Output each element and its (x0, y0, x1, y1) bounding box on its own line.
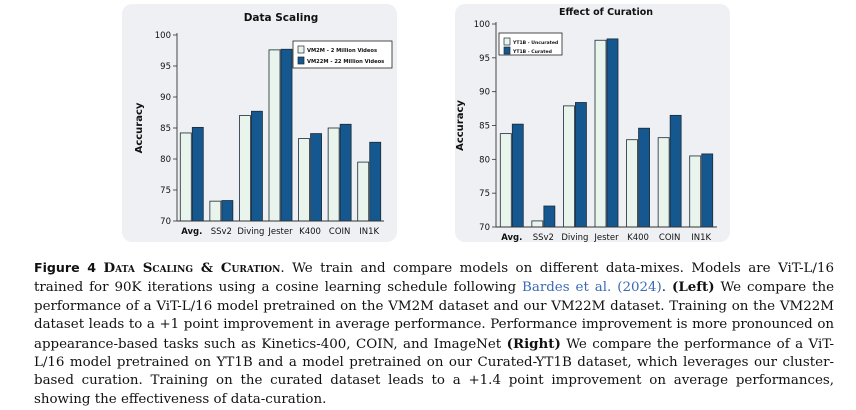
y-tick-label: 80 (479, 155, 490, 165)
bar-series-2 (280, 48, 293, 222)
chart-panel-effect-of-curation: Effect of Curation Accuracy 70 75 80 85 90 95 10… (455, 4, 730, 243)
legend-label: VM2M - 2 Million Videos (307, 48, 377, 54)
y-tick-label: 100 (474, 20, 490, 30)
bar-series-1 (298, 138, 310, 222)
y-tick-label: 80 (160, 155, 171, 165)
bar-series-2 (369, 141, 382, 222)
bar-series-1 (626, 139, 638, 228)
bar-series-2 (251, 110, 263, 222)
bar-series-1 (239, 115, 251, 222)
bar-series-2 (575, 102, 587, 228)
y-tick-label: 85 (160, 124, 171, 134)
figure-title: Data Scaling & Curation (103, 260, 281, 276)
x-tick-label: IN1K (691, 233, 711, 243)
y-tick-label: 70 (160, 217, 171, 227)
x-tick-label: COIN (659, 233, 681, 243)
y-tick-label: 90 (479, 88, 490, 98)
caption-text: We compare the performance of a ViT-L/16… (34, 280, 835, 352)
legend-swatch (503, 46, 511, 55)
chart-effect-of-curation: Effect of Curation Accuracy 70 75 80 85 90 95 10… (455, 7, 717, 243)
bar-series-2 (543, 205, 556, 228)
left-label: (Left) (671, 279, 715, 296)
bar-series-1 (327, 127, 340, 222)
bar-series-2 (221, 200, 234, 222)
bar-series-1 (179, 132, 192, 222)
y-axis-label: Accuracy (455, 100, 466, 151)
bar-series-1 (657, 137, 670, 228)
bar-series-1 (594, 39, 607, 228)
x-tick-label: Jester (267, 227, 293, 237)
chart-title: Effect of Curation (559, 7, 653, 18)
legend-swatch (503, 37, 511, 46)
y-tick-label: 75 (479, 189, 490, 199)
right-label: (Right) (506, 335, 561, 352)
bar-series-2 (701, 153, 714, 228)
chart-data-scaling: Data Scaling Accuracy 70 75 80 85 90 95 100 Avg. S… (134, 12, 393, 237)
y-tick-label: 100 (155, 31, 171, 41)
legend-swatch (297, 56, 305, 65)
chart-panel-data-scaling: Data Scaling Accuracy 70 75 80 85 90 95 100 Avg. S… (122, 4, 397, 242)
x-tick-label: IN1K (359, 227, 379, 237)
legend-label: YT1B - Uncurated (512, 40, 558, 46)
caption-text: . We train and compare models on differe… (34, 261, 834, 296)
bar-series-1 (268, 49, 281, 222)
x-tick-label: Jester (593, 233, 619, 243)
y-axis-label: Accuracy (134, 102, 145, 153)
x-tick-label: COIN (329, 227, 351, 237)
bar-series-1 (357, 161, 370, 222)
legend-label: VM22M - 22 Million Videos (307, 59, 384, 65)
y-tick-label: 70 (479, 223, 490, 233)
x-tick-label: SSv2 (533, 233, 554, 243)
figure-caption: Figure 4 Data Scaling & Curation. We tra… (34, 259, 834, 409)
bar-series-1 (209, 200, 222, 222)
caption-text: We compare the performance of a ViT-L/16… (34, 336, 834, 407)
citation-link[interactable]: Bardes et al. (2024) (522, 280, 662, 296)
bar-series-2 (638, 127, 650, 228)
x-tick-label: Diving (561, 233, 588, 243)
legend-label: YT1B - Curated (512, 49, 552, 55)
chart-title: Data Scaling (244, 12, 319, 24)
x-tick-label: Avg. (181, 227, 202, 237)
y-tick-label: 95 (479, 54, 490, 64)
x-tick-label: K400 (299, 227, 321, 237)
x-tick-label: SSv2 (211, 227, 232, 237)
x-tick-label: K400 (627, 233, 649, 243)
legend-box (498, 32, 563, 56)
legend-box (292, 40, 393, 69)
figure-label: Figure 4 (34, 260, 97, 275)
bar-series-1 (689, 155, 702, 228)
bar-series-2 (191, 126, 204, 222)
y-tick-label: 95 (160, 62, 171, 72)
x-tick-label: Avg. (501, 233, 522, 243)
bar-series-2 (339, 123, 352, 222)
caption-text: . (661, 280, 672, 296)
bar-series-2 (310, 133, 322, 222)
y-tick-label: 75 (160, 186, 171, 196)
x-tick-label: Diving (237, 227, 264, 237)
y-tick-label: 90 (160, 93, 171, 103)
bar-series-2 (511, 123, 524, 228)
y-tick-label: 85 (479, 122, 490, 132)
bar-series-1 (531, 220, 544, 228)
bar-series-1 (563, 105, 575, 228)
bar-series-2 (669, 114, 682, 228)
bar-series-2 (606, 38, 619, 228)
bar-series-1 (499, 133, 512, 228)
legend-swatch (297, 45, 305, 54)
